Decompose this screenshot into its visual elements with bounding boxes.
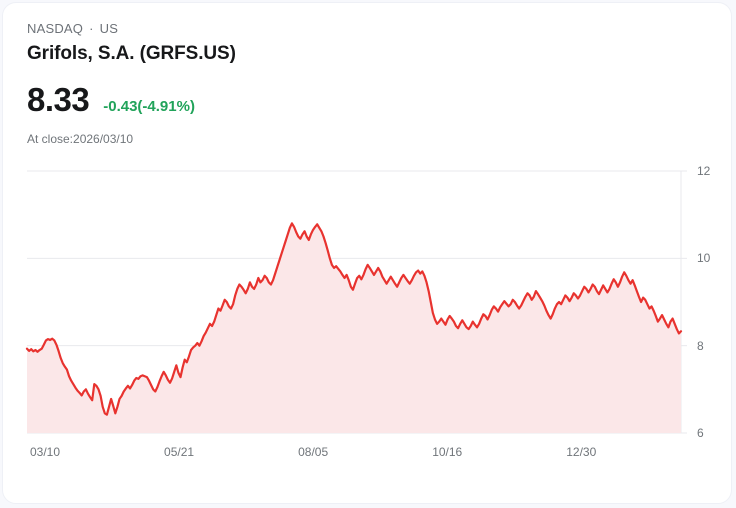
price-row: 8.33 -0.43(-4.91%): [27, 82, 731, 118]
at-close-label: At close:2026/03/10: [27, 132, 134, 146]
quote-header: NASDAQ · US Grifols, S.A. (GRFS.US) 8.33…: [3, 3, 731, 147]
y-axis-label: 12: [697, 164, 711, 178]
exchange-row: NASDAQ · US: [27, 21, 731, 37]
price-chart[interactable]: 12 10 8 6 03/10 05/21 08/05 10/16 12/30: [3, 163, 731, 463]
x-axis-label: 12/30: [566, 445, 597, 459]
region-label: US: [99, 21, 119, 36]
y-axis-label: 8: [697, 338, 704, 353]
x-axis-label: 05/21: [164, 445, 195, 459]
y-axis-label: 6: [697, 426, 704, 440]
x-axis-label: 08/05: [298, 445, 329, 459]
x-axis-label: 03/10: [29, 445, 61, 459]
price-change: -0.43(-4.91%): [103, 98, 195, 115]
current-price: 8.33: [27, 81, 90, 118]
page-title: Grifols, S.A. (GRFS.US): [27, 43, 236, 64]
chart-line: [25, 222, 683, 416]
y-axis-label: 10: [697, 251, 711, 266]
separator-dot: ·: [89, 21, 94, 36]
chart-area-fill: [27, 223, 681, 433]
chart-canvas: [25, 170, 687, 434]
x-axis-label: 10/16: [432, 445, 463, 459]
exchange-name: NASDAQ: [27, 21, 84, 36]
